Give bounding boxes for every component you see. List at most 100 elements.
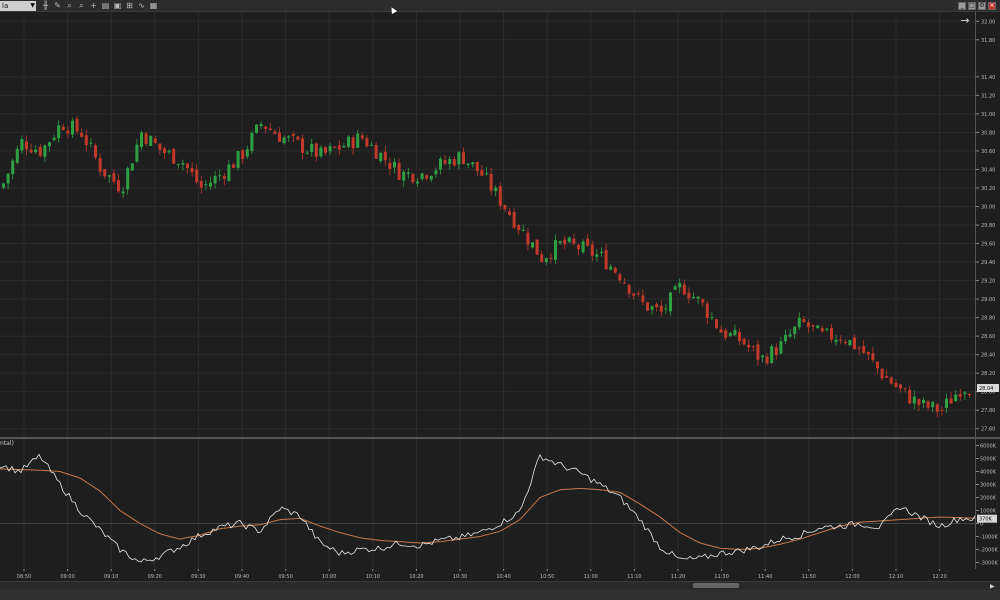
osc-current-label: 370K [979, 517, 993, 523]
candle-body [25, 141, 28, 150]
candle-up [788, 328, 792, 339]
candle-up [167, 149, 171, 155]
indicator-icon[interactable]: ∿ [138, 1, 145, 10]
candle-down [903, 387, 907, 393]
candle-body [765, 356, 769, 364]
candle-up [126, 166, 130, 195]
candle-body [393, 161, 396, 168]
price-axis-label: 31.80 [981, 38, 995, 44]
candle-up [255, 124, 258, 134]
osc-axis-label: -3000K [980, 561, 999, 567]
candle-down [374, 141, 378, 159]
panel-divider[interactable] [0, 437, 1000, 439]
candle-body [443, 160, 447, 164]
candle-up [554, 234, 557, 265]
candle-body [107, 175, 111, 177]
candle-down [25, 135, 28, 156]
candle-body [793, 326, 797, 335]
candle-down [103, 169, 107, 179]
candle-body [452, 159, 456, 166]
restore-icon[interactable]: □ [968, 2, 976, 10]
candle-body [296, 136, 300, 140]
price-axis-label: 30.40 [981, 167, 995, 173]
candle-up [650, 305, 654, 315]
candle-down [186, 162, 189, 174]
grid-icon[interactable]: ▦ [149, 1, 158, 10]
candle-body [181, 163, 185, 165]
close-icon[interactable]: × [988, 2, 996, 10]
candle-down [540, 250, 544, 263]
candle-body [2, 183, 5, 188]
candle-body [255, 124, 258, 133]
candle-down [549, 253, 553, 264]
candle-body [213, 175, 217, 184]
candle-up [448, 156, 452, 170]
minimize-icon[interactable]: _ [958, 2, 966, 10]
chart-toolbar: la ▼ ╫ ✎ ⌕ ⌕ + ▤ ▣ ⊞ ∿ ▦ _ □ ⚙ × [0, 0, 1000, 12]
candle-up [770, 344, 774, 364]
chevron-down-icon[interactable]: ▼ [30, 2, 35, 9]
candle-body [600, 251, 603, 253]
scroll-right-icon[interactable]: ▶ [990, 583, 995, 590]
time-axis-label: 10:30 [453, 574, 467, 580]
candle-down [751, 345, 755, 352]
candle-up [121, 186, 125, 198]
candle-up [558, 240, 562, 246]
candle-up [181, 159, 185, 171]
candle-body [554, 240, 557, 260]
candle-body [117, 180, 120, 192]
candle-down [195, 163, 199, 185]
strategy-icon[interactable]: ⊞ [126, 1, 133, 10]
zoom-out-icon[interactable]: ⌕ [79, 1, 84, 10]
scroll-right-arrow-icon[interactable]: → [960, 14, 970, 27]
candle-body [770, 346, 774, 363]
candle-down [636, 290, 640, 297]
price-axis[interactable]: 32.00 31.80 31.40 31.20 31.00 30.80 30.60 30.40… [975, 12, 1000, 438]
zoom-in-icon[interactable]: ⌕ [67, 1, 72, 10]
candle-up [696, 295, 700, 304]
candle-up [236, 150, 240, 171]
candle-body [494, 187, 498, 192]
candle-up [521, 224, 525, 232]
instrument-selector[interactable]: la ▼ [0, 1, 36, 11]
candle-body [112, 173, 116, 182]
candle-up [784, 329, 787, 344]
candle-body [439, 158, 442, 170]
candle-down [862, 340, 866, 354]
template-icon[interactable]: ▣ [113, 1, 122, 10]
candle-body [351, 137, 355, 149]
oscillator-axis[interactable]: 6000K 5000K 4000K 3000K 2000K 1000K 0 -1000K -20… [975, 439, 1000, 569]
candle-up [494, 185, 498, 197]
candle-body [747, 344, 751, 348]
candle-body [926, 401, 930, 408]
candle-up [834, 334, 838, 346]
bar-type-icon[interactable]: ╫ [43, 1, 48, 10]
scrollbar-thumb[interactable] [693, 583, 739, 588]
candle-body [862, 346, 866, 353]
candle-body [724, 330, 728, 338]
candle-down [871, 347, 875, 363]
candle-down [268, 122, 272, 131]
candle-down [190, 162, 194, 177]
draw-icon[interactable]: ✎ [54, 1, 61, 10]
candle-body [71, 120, 74, 135]
candle-down [604, 243, 608, 271]
crosshair-icon[interactable]: + [90, 1, 97, 10]
candle-down [747, 339, 751, 353]
price-chart[interactable] [0, 12, 975, 438]
candle-body [130, 163, 134, 171]
oscillator-chart[interactable] [0, 439, 975, 569]
candle-body [659, 305, 663, 312]
candle-down [383, 145, 387, 166]
time-axis[interactable]: 08:50 09:00 09:10 09:20 09:30 09:40 09:50 10:00… [0, 569, 975, 581]
price-axis-label: 28.20 [981, 371, 995, 377]
candle-body [825, 328, 829, 330]
properties-icon[interactable]: ▤ [101, 1, 110, 10]
candle-body [218, 175, 222, 177]
settings-icon[interactable]: ⚙ [978, 2, 986, 10]
osc-axis-label: 4000K [980, 470, 997, 476]
time-axis-label: 10:40 [496, 574, 510, 580]
candle-down [719, 325, 723, 333]
horizontal-scrollbar[interactable]: ▶ [0, 581, 1000, 600]
candle-up [259, 121, 263, 130]
